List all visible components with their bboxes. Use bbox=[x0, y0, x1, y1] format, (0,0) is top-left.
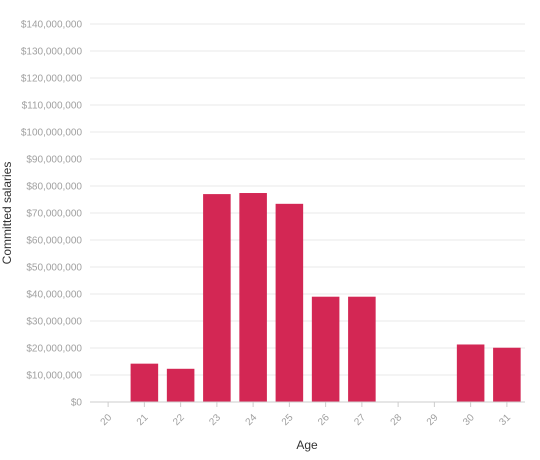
y-tick-label: $90,000,000 bbox=[26, 155, 82, 166]
x-tick-label: 23 bbox=[207, 412, 223, 428]
x-axis-ticks: 20 21 22 23 24 25 26 27 28 29 30 31 bbox=[99, 402, 513, 428]
x-tick-label: 28 bbox=[389, 412, 405, 428]
x-axis-title: Age bbox=[296, 438, 318, 452]
x-tick-label: 29 bbox=[425, 412, 441, 428]
y-tick-label: $140,000,000 bbox=[21, 20, 83, 31]
bar-24[interactable] bbox=[239, 193, 267, 402]
x-tick-label: 27 bbox=[352, 412, 368, 428]
y-axis-ticks: $0 $10,000,000 $20,000,000 $30,000,000 $40,0… bbox=[21, 20, 83, 409]
bar-31[interactable] bbox=[493, 347, 521, 402]
bar-26[interactable] bbox=[311, 296, 340, 402]
bar-21[interactable] bbox=[130, 363, 159, 402]
x-tick-label: 20 bbox=[99, 412, 115, 428]
x-tick-label: 21 bbox=[135, 412, 151, 428]
y-tick-label: $130,000,000 bbox=[21, 47, 83, 58]
y-tick-label: $20,000,000 bbox=[26, 344, 82, 355]
y-tick-label: $80,000,000 bbox=[26, 182, 82, 193]
y-tick-label: $110,000,000 bbox=[22, 101, 83, 112]
x-tick-label: 31 bbox=[497, 412, 513, 428]
x-tick-label: 22 bbox=[171, 412, 187, 428]
bar-22[interactable] bbox=[166, 368, 195, 402]
bar-27[interactable] bbox=[348, 296, 376, 402]
bar-25[interactable] bbox=[275, 203, 304, 402]
y-tick-label: $60,000,000 bbox=[26, 236, 82, 247]
y-tick-label: $40,000,000 bbox=[26, 290, 82, 301]
gridlines bbox=[90, 23, 525, 403]
bar-23[interactable] bbox=[203, 194, 231, 402]
x-tick-label: 24 bbox=[244, 412, 260, 428]
bar-30[interactable] bbox=[456, 344, 485, 402]
y-tick-label: $10,000,000 bbox=[26, 371, 82, 382]
y-tick-label: $0 bbox=[71, 398, 83, 409]
x-tick-label: 30 bbox=[461, 412, 477, 428]
y-tick-label: $100,000,000 bbox=[21, 128, 83, 139]
y-tick-label: $30,000,000 bbox=[26, 317, 82, 328]
y-tick-label: $50,000,000 bbox=[26, 263, 82, 274]
y-axis-title: Committed salaries bbox=[0, 162, 14, 265]
x-tick-label: 25 bbox=[280, 412, 296, 428]
y-tick-label: $70,000,000 bbox=[26, 209, 82, 220]
x-tick-label: 26 bbox=[316, 412, 332, 428]
y-tick-label: $120,000,000 bbox=[21, 74, 83, 85]
bars bbox=[130, 193, 521, 402]
